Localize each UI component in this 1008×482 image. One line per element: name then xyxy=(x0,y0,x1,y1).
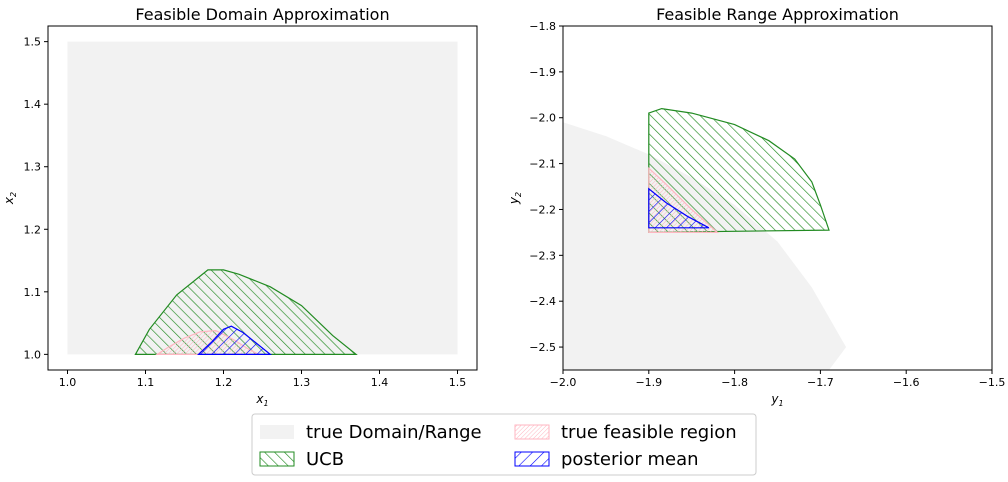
legend-label-true-feasible-region: true feasible region xyxy=(561,422,737,443)
chart-domain: Feasible Domain Approximation 1.0 1.1 1.2 1… xyxy=(2,5,478,408)
y-tick-label: 1.3 xyxy=(24,161,42,174)
x-tick-label: 1.0 xyxy=(59,376,77,389)
x-tick-label: 1.3 xyxy=(293,376,311,389)
axes-frame xyxy=(47,25,478,371)
region-true-domain-range xyxy=(563,122,847,370)
y-tick-label: −2.2 xyxy=(529,203,556,216)
region-true-domain-range xyxy=(67,41,458,355)
chart-title: Feasible Range Approximation xyxy=(656,5,899,24)
x-tick-label: −1.7 xyxy=(807,376,834,389)
legend-swatch-ucb xyxy=(259,451,295,467)
x-tick-label: 1.2 xyxy=(215,376,233,389)
x-tick-label: −1.5 xyxy=(979,376,1006,389)
y-tick-label: −1.9 xyxy=(529,66,556,79)
x-tick-label: −1.9 xyxy=(635,376,662,389)
y-tick-label: 1.1 xyxy=(24,286,42,299)
x-ticks: 1.0 1.1 1.2 1.3 1.4 1.5 xyxy=(59,370,467,389)
regions-layer xyxy=(563,107,847,370)
y-tick-label: −2.1 xyxy=(529,158,556,171)
y-tick-label: −2.3 xyxy=(529,249,556,262)
x-tick-label: 1.4 xyxy=(371,376,389,389)
y-ticks: −1.8 −1.9 −2.0 −2.1 −2.2 −2.3 −2.4 −2.5 xyxy=(529,20,563,354)
y-ticks: 1.0 1.1 1.2 1.3 1.4 1.5 xyxy=(24,36,48,361)
x-tick-label: 1.1 xyxy=(137,376,155,389)
x-tick-label: 1.5 xyxy=(449,376,467,389)
y-tick-label: 1.0 xyxy=(24,348,42,361)
legend-swatch-posterior-mean xyxy=(514,451,550,467)
x-axis-label: y1 xyxy=(770,392,783,408)
y-tick-label: 1.5 xyxy=(24,36,42,49)
axes-frame xyxy=(562,25,993,371)
x-tick-label: −1.6 xyxy=(893,376,920,389)
region-ucb xyxy=(134,269,358,355)
x-ticks: −2.0 −1.9 −1.8 −1.7 −1.6 −1.5 xyxy=(550,370,1006,389)
legend-label-posterior-mean: posterior mean xyxy=(561,449,699,470)
regions-layer xyxy=(67,41,458,355)
legend-frame xyxy=(251,413,757,476)
legend-swatch-true-feasible-region xyxy=(514,424,550,440)
y-tick-label: −1.8 xyxy=(529,20,556,33)
legend-label-ucb: UCB xyxy=(306,449,344,470)
legend-swatch-true-domain-range xyxy=(260,425,294,439)
region-posterior-mean xyxy=(196,325,273,355)
x-axis-label: x1 xyxy=(255,392,268,408)
x-tick-label: −1.8 xyxy=(721,376,748,389)
y-tick-label: −2.0 xyxy=(529,112,556,125)
y-axis-label: x2 xyxy=(2,192,18,205)
y-tick-label: 1.2 xyxy=(24,223,42,236)
legend: true Domain/Range true feasible region UCB… xyxy=(251,413,757,476)
chart-title: Feasible Domain Approximation xyxy=(135,5,389,24)
y-tick-label: 1.4 xyxy=(24,98,42,111)
region-posterior-mean xyxy=(648,187,710,229)
legend-label-true-domain-range: true Domain/Range xyxy=(306,422,482,443)
chart-range: Feasible Range Approximation −2.0 −1.9 −1.… xyxy=(507,5,1005,408)
y-axis-label: y2 xyxy=(507,192,523,205)
region-ucb xyxy=(648,107,830,234)
y-tick-label: −2.5 xyxy=(529,341,556,354)
y-tick-label: −2.4 xyxy=(529,295,556,308)
x-tick-label: −2.0 xyxy=(550,376,577,389)
